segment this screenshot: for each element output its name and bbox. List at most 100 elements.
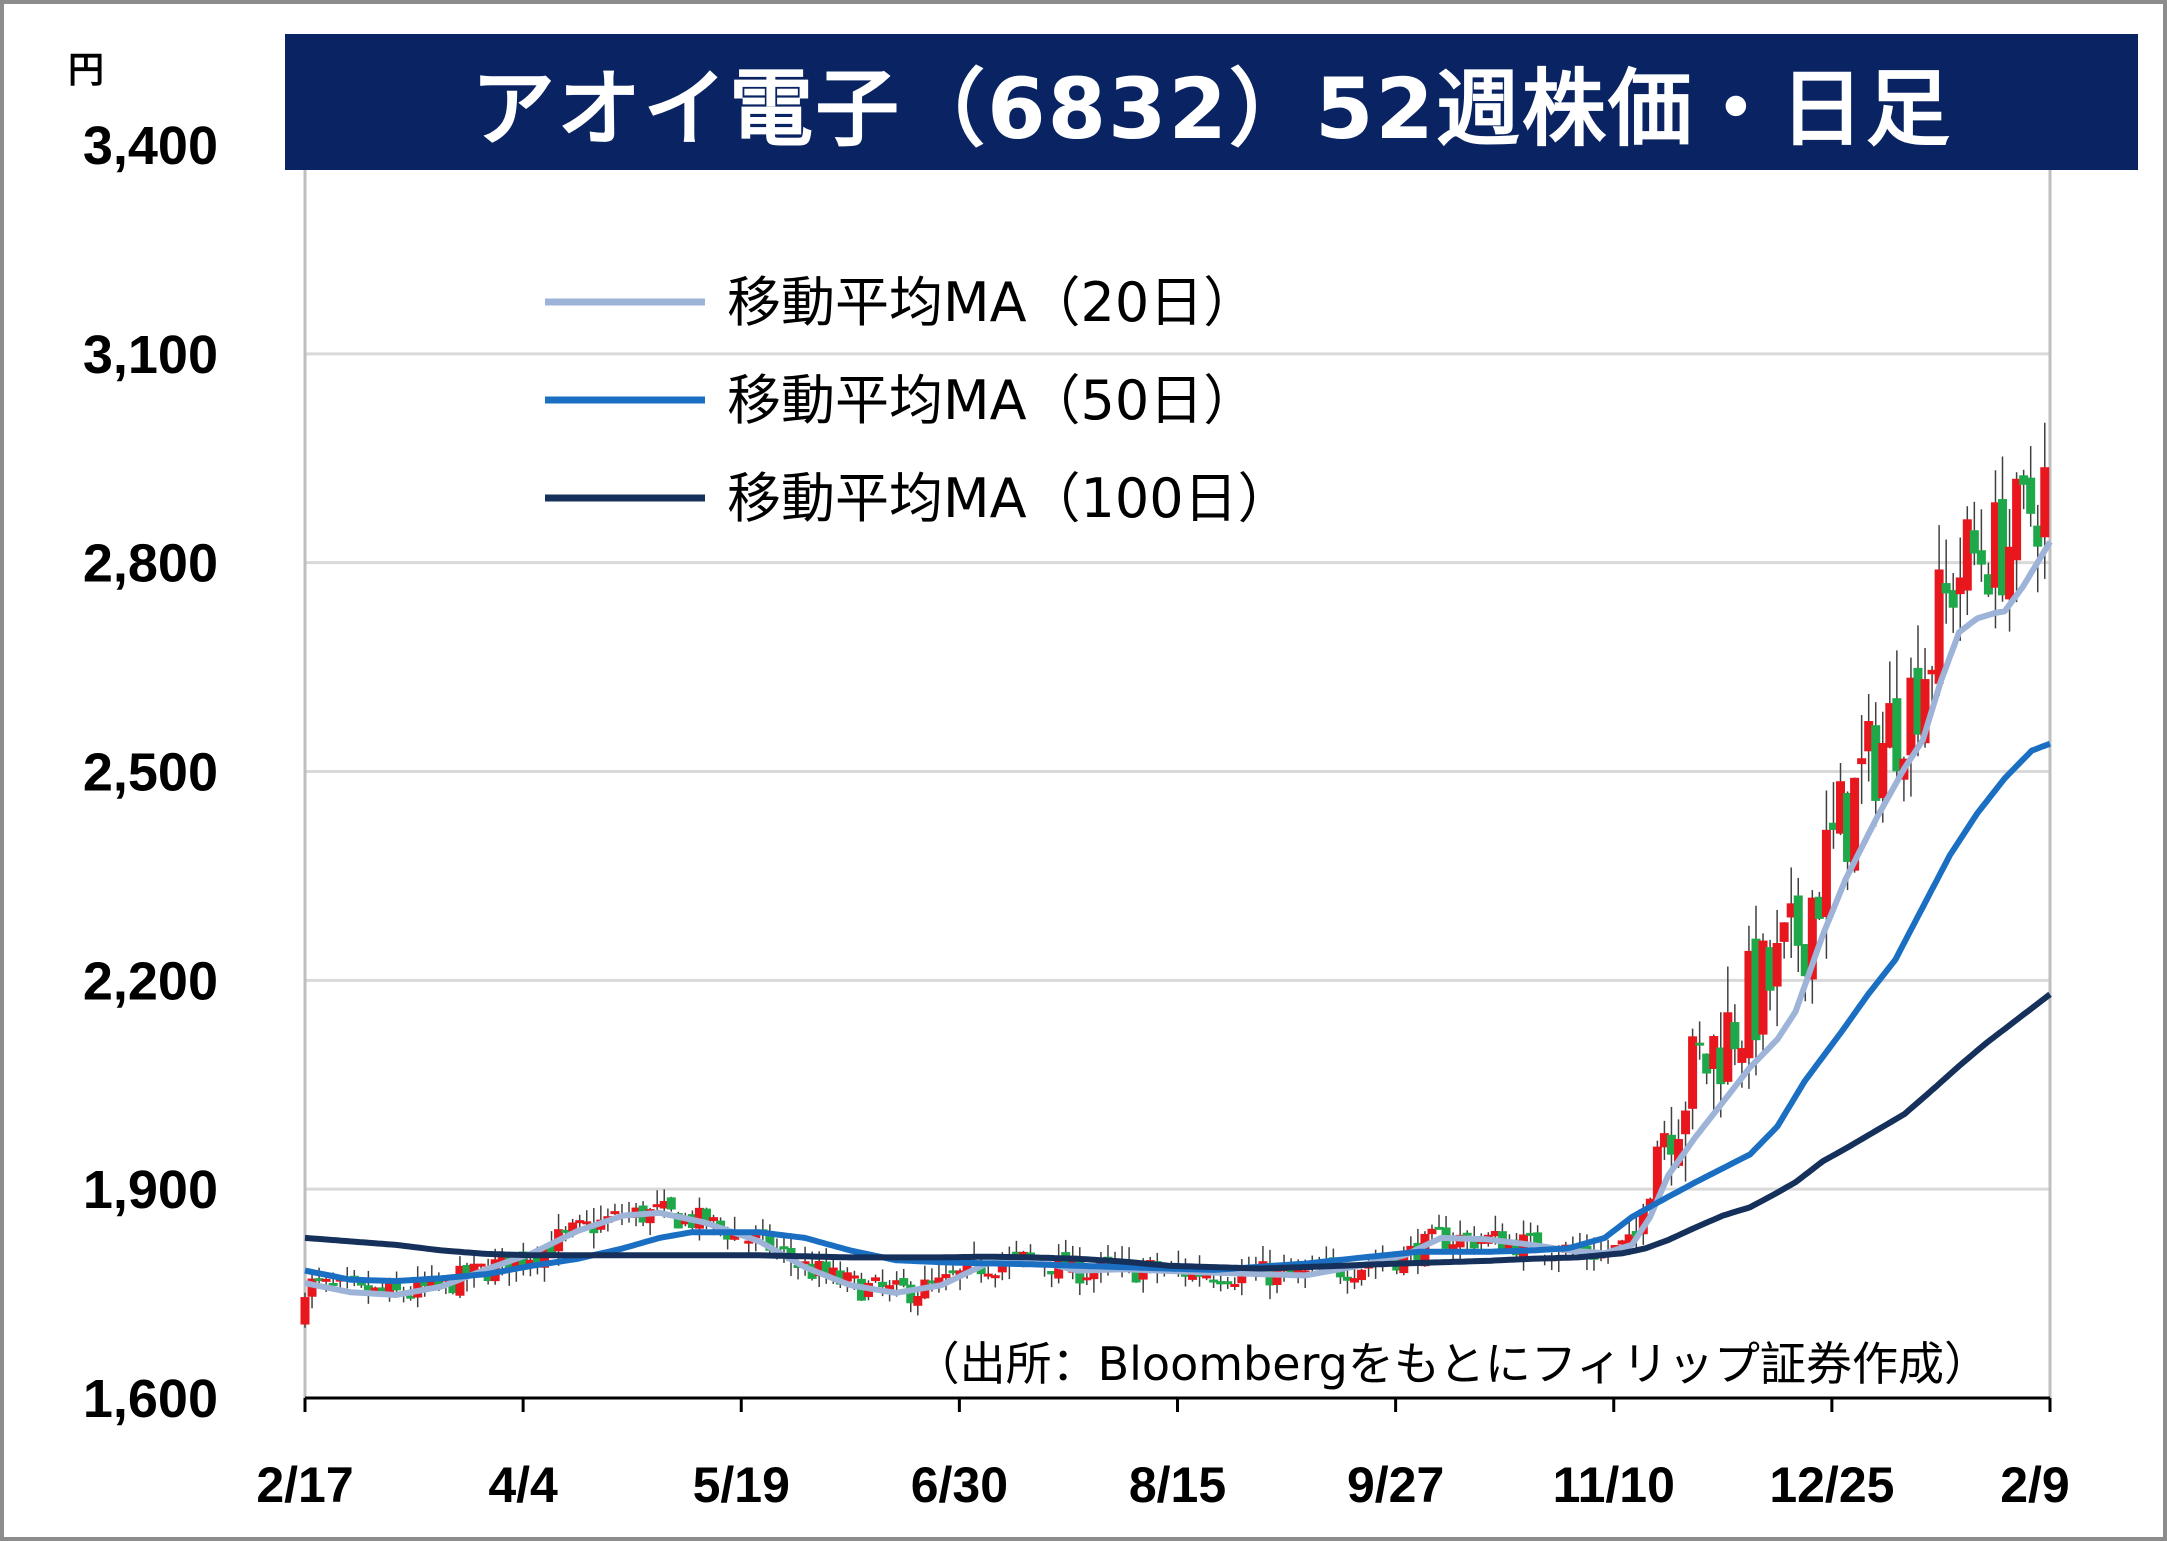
x-tick-label: 11/10 <box>1553 1457 1675 1513</box>
candle-up <box>1990 502 2000 588</box>
legend-label: 移動平均MA（100日） <box>727 467 1292 530</box>
candle-down <box>1998 499 2008 596</box>
candle-down <box>314 1278 324 1282</box>
candle-down <box>899 1278 909 1286</box>
candle-up <box>1709 1036 1719 1069</box>
candle-down <box>1976 550 1986 565</box>
candle-up <box>849 1275 859 1279</box>
candle-down <box>532 1257 542 1264</box>
candle-down <box>821 1261 831 1276</box>
candle-up <box>709 1217 719 1222</box>
candle-up <box>568 1222 578 1232</box>
candle-up <box>575 1220 585 1224</box>
candle-down <box>1462 1232 1472 1236</box>
plot-area <box>303 158 2052 1400</box>
candle-down <box>1871 725 1881 801</box>
candle-up <box>1885 703 1895 748</box>
candle-up <box>1082 1277 1092 1281</box>
source-note: （出所：Bloombergをもとにフィリップ証券作成） <box>914 1337 1990 1391</box>
candle-up <box>497 1253 507 1262</box>
candle-down <box>1983 574 1993 595</box>
candle-up <box>1349 1278 1359 1283</box>
candle-down <box>2019 475 2029 485</box>
candle-up <box>885 1285 895 1291</box>
candle-up <box>1772 942 1782 987</box>
candle-up <box>2040 467 2050 538</box>
candle-up <box>1962 519 1972 591</box>
candle-up <box>828 1267 838 1278</box>
candle-up <box>1427 1228 1437 1235</box>
x-tick-label: 8/15 <box>1129 1457 1226 1513</box>
candle-down <box>2033 525 2043 547</box>
candle-down <box>1716 1047 1726 1085</box>
candle-up <box>659 1201 669 1209</box>
candle-down <box>1223 1281 1233 1285</box>
candle-down <box>1666 1134 1676 1155</box>
candle-up <box>1089 1271 1099 1280</box>
candle-up <box>744 1240 754 1244</box>
candle-up <box>1920 679 1930 744</box>
candle-down <box>547 1244 557 1255</box>
candle-down <box>1533 1232 1543 1252</box>
candle-up <box>800 1261 810 1265</box>
candle-up <box>1807 897 1817 980</box>
candle-up <box>1293 1268 1303 1273</box>
ma-line <box>304 740 2052 1285</box>
candle-up <box>1659 1133 1669 1148</box>
candle-down <box>1793 895 1803 946</box>
candle-down <box>406 1295 416 1299</box>
candle-down <box>1434 1226 1444 1230</box>
title-banner: アオイ電子（6832）52週株価・日足 <box>285 34 2138 170</box>
x-tick-label: 5/19 <box>693 1457 790 1513</box>
candle-up <box>1490 1230 1500 1237</box>
candle-down <box>462 1264 472 1278</box>
candle-up <box>983 1273 993 1277</box>
y-unit-label: 円 <box>68 50 104 91</box>
candle-down <box>1025 1252 1035 1256</box>
candle-up <box>1927 669 1937 675</box>
candle-up <box>1744 950 1754 1059</box>
candle-down <box>1512 1239 1522 1256</box>
candle-up <box>1617 1240 1627 1245</box>
candle-up <box>1934 569 1944 684</box>
x-tick-label: 2/17 <box>256 1457 353 1513</box>
candle-down <box>765 1231 775 1251</box>
candle-down <box>1131 1263 1141 1283</box>
y-tick-label: 1,600 <box>83 1369 218 1429</box>
candle-down <box>2026 477 2036 514</box>
candle-down <box>701 1208 711 1226</box>
candle-up <box>1878 742 1888 799</box>
candle-up <box>469 1263 479 1274</box>
candle-up <box>1836 781 1846 834</box>
candle-up <box>1681 1110 1691 1135</box>
candle-up <box>1955 577 1965 595</box>
candle-up <box>1624 1234 1634 1245</box>
candle-up <box>941 1274 951 1279</box>
candle-down <box>666 1197 676 1210</box>
candle-down <box>1941 583 1951 594</box>
candle-up <box>1448 1244 1458 1250</box>
candle-up <box>842 1272 852 1282</box>
x-tick-label: 6/30 <box>911 1457 1008 1513</box>
candle-up <box>370 1287 380 1292</box>
candle-down <box>377 1287 387 1293</box>
candle-up <box>1857 758 1867 765</box>
candle-down <box>1702 1053 1712 1074</box>
candle-down <box>1751 938 1761 1041</box>
candle-up <box>997 1263 1007 1273</box>
candle-up <box>1906 677 1916 756</box>
candle-down <box>1342 1276 1352 1281</box>
candle-up <box>1674 1139 1684 1166</box>
candle-down <box>1843 792 1853 862</box>
candle-up <box>1737 1048 1747 1063</box>
candle-up <box>1821 829 1831 918</box>
candle-up <box>1300 1270 1310 1274</box>
candle-up <box>1688 1036 1698 1109</box>
candle-up <box>1138 1267 1148 1280</box>
legend: 移動平均MA（20日） 移動平均MA（50日） 移動平均MA（100日） <box>545 271 1292 530</box>
candle-down <box>927 1280 937 1284</box>
y-tick-label: 3,400 <box>83 116 218 176</box>
candle-down <box>328 1282 338 1286</box>
candle-up <box>1864 721 1874 752</box>
